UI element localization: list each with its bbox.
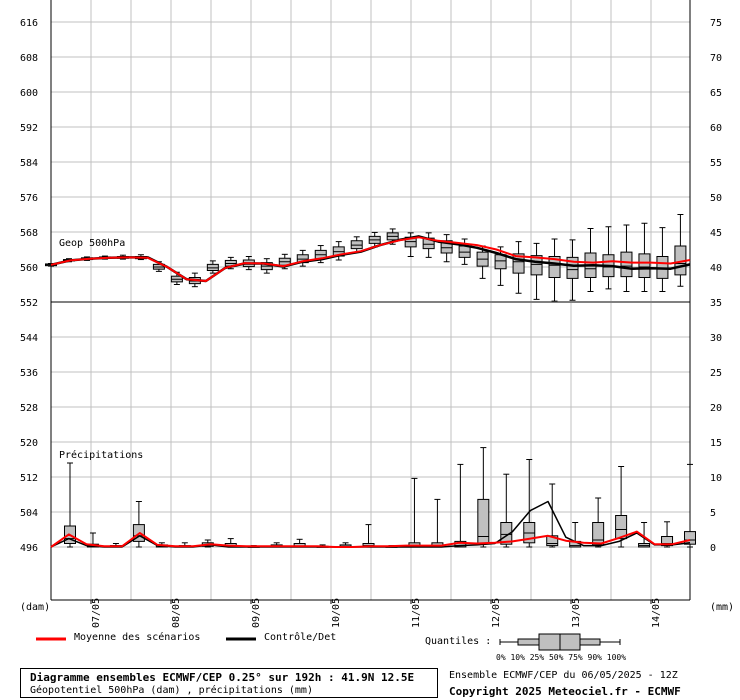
box-iqr [512, 253, 525, 274]
x-tick-label: 08/05 [171, 598, 182, 628]
right-tick-label: 25 [710, 368, 722, 379]
geop-box [584, 228, 597, 292]
geop-box [674, 214, 687, 287]
right-tick-label: 30 [710, 333, 722, 344]
x-tick-label: 12/05 [491, 598, 502, 628]
right-tick-label: 20 [710, 403, 722, 414]
precip-box [638, 522, 651, 548]
right-tick-label: 40 [710, 263, 722, 274]
precip-box [431, 498, 444, 548]
left-tick-label: 544 [20, 333, 38, 344]
geop-box [620, 224, 633, 292]
geop-box [548, 238, 561, 302]
precip-panel-label: Précipitations [59, 449, 143, 461]
left-tick-label: 528 [20, 403, 38, 414]
left-tick-label: 568 [20, 228, 38, 239]
left-tick-label: 576 [20, 193, 38, 204]
left-tick-label: 512 [20, 473, 38, 484]
legend-quantile-ticks: 0% 10% 25% 50% 75% 90% 100% [496, 653, 627, 662]
legend-control-label: Contrôle/Det [264, 632, 337, 643]
box-iqr [620, 251, 633, 278]
precip-box [362, 524, 375, 548]
left-tick-label: 504 [20, 508, 38, 519]
precip-mean-line [50, 530, 691, 548]
chart-title: Diagramme ensembles ECMWF/CEP 0.25° sur … [30, 671, 415, 684]
geop-box [350, 236, 363, 253]
x-tick-label: 10/05 [331, 598, 342, 628]
right-tick-label: 15 [710, 438, 722, 449]
left-tick-label: 560 [20, 263, 38, 274]
right-tick-label: 35 [710, 298, 722, 309]
copyright: Copyright 2025 Meteociel.fr - ECMWF [449, 685, 681, 698]
x-tick-label: 07/05 [91, 598, 102, 628]
geop-box [440, 234, 453, 263]
legend-quantiles-label: Quantiles : [425, 636, 492, 647]
geop-panel-label: Geop 500hPa [59, 238, 125, 249]
left-tick-label: 520 [20, 438, 38, 449]
geop-box [530, 242, 543, 300]
right-tick-label: 70 [710, 53, 722, 64]
box-iqr [548, 256, 561, 278]
left-tick-label: 608 [20, 53, 38, 64]
left-axis-unit: (dam) [20, 602, 50, 613]
box-iqr [615, 515, 628, 540]
geop-box [602, 226, 615, 290]
left-tick-label: 616 [20, 18, 38, 29]
legend-quantile-box [499, 633, 621, 651]
right-tick-label: 45 [710, 228, 722, 239]
x-tick-label: 14/05 [651, 598, 662, 628]
geop-box [656, 227, 669, 292]
left-tick-label: 600 [20, 88, 38, 99]
box-iqr [546, 535, 559, 547]
precip-box [477, 447, 490, 548]
box-iqr [684, 531, 696, 545]
x-tick-label: 13/05 [571, 598, 582, 628]
right-axis-unit: (mm) [710, 602, 734, 613]
geop-box [566, 239, 579, 301]
geop-box [260, 258, 273, 274]
box-iqr [566, 256, 579, 279]
precip-box [523, 459, 536, 548]
right-tick-label: 65 [710, 88, 722, 99]
geop-mean-line [50, 236, 691, 282]
x-tick-label: 11/05 [411, 598, 422, 628]
geop-box [296, 249, 309, 267]
right-tick-label: 0 [710, 543, 716, 554]
box-iqr [500, 522, 513, 545]
left-tick-label: 496 [20, 543, 38, 554]
precip-box [500, 473, 513, 548]
run-info: Ensemble ECMWF/CEP du 06/05/2025 - 12Z [449, 670, 678, 681]
geop-box [422, 232, 435, 258]
precip-box [615, 466, 628, 548]
box-iqr [530, 255, 543, 276]
box-iqr [592, 522, 605, 546]
box-iqr [494, 254, 507, 270]
right-tick-label: 55 [710, 158, 722, 169]
left-tick-label: 536 [20, 368, 38, 379]
left-tick-label: 584 [20, 158, 38, 169]
geop-box [512, 241, 525, 294]
legend-mean-label: Moyenne des scénarios [74, 632, 201, 643]
precip-box [592, 497, 605, 548]
title-box: Diagramme ensembles ECMWF/CEP 0.25° sur … [20, 668, 438, 698]
left-tick-label: 552 [20, 298, 38, 309]
x-tick-label: 09/05 [251, 598, 262, 628]
right-tick-label: 10 [710, 473, 722, 484]
geop-box [206, 260, 219, 274]
box-iqr [638, 253, 651, 278]
geop-box [638, 222, 651, 292]
chart-subtitle: Géopotentiel 500hPa (dam) , précipitatio… [30, 685, 313, 696]
right-tick-label: 50 [710, 193, 722, 204]
left-tick-label: 592 [20, 123, 38, 134]
right-tick-label: 60 [710, 123, 722, 134]
right-tick-label: 75 [710, 18, 722, 29]
precip-box [132, 501, 145, 548]
right-tick-label: 5 [710, 508, 716, 519]
